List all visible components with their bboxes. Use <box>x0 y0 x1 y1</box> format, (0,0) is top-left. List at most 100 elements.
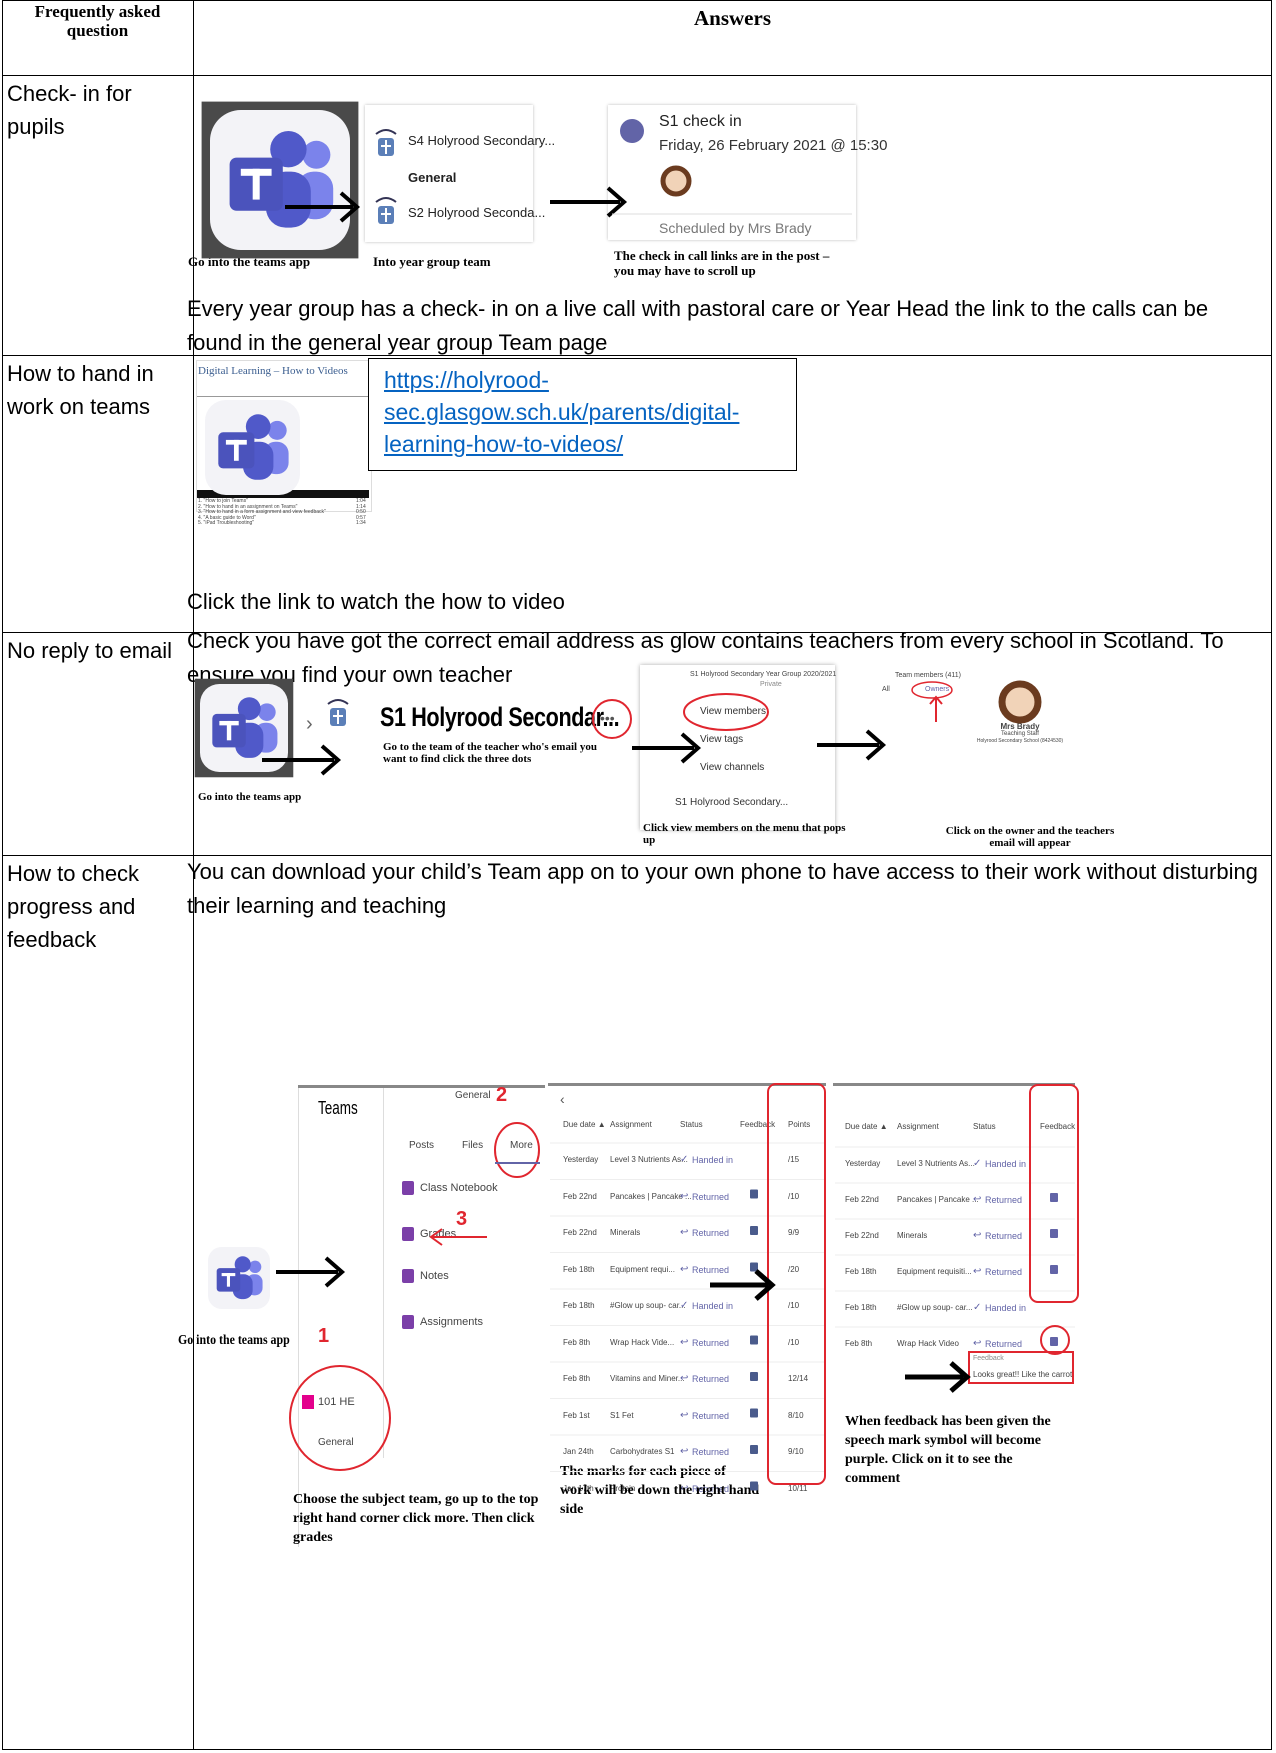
text: Check you have got the correct email add… <box>187 628 1224 687</box>
text: Notes <box>420 1270 449 1282</box>
text: Returned <box>692 1410 730 1421</box>
header-cell: Frequently asked question <box>34 2 161 40</box>
status-icon: ✓ <box>973 1158 982 1169</box>
text: Feb 18th <box>563 1264 595 1274</box>
text: Returned <box>692 1337 730 1348</box>
text: S1 check in <box>659 113 742 130</box>
text: 1. "How to join Teams" <box>198 498 248 504</box>
text: Feb 18th <box>845 1267 877 1276</box>
text: Feedback <box>740 1120 776 1129</box>
status-icon: ↩ <box>680 1482 689 1494</box>
text: Feb 22nd <box>845 1231 879 1240</box>
link-box <box>368 358 797 471</box>
status-icon: ↩ <box>973 1266 982 1277</box>
text: Returned <box>985 1195 1023 1205</box>
text: 0:50 <box>356 509 366 516</box>
text: 3. "How to hand in a form assignment and… <box>198 509 326 516</box>
text: Status <box>973 1122 996 1131</box>
screenshot <box>608 105 856 240</box>
text: 9/10 <box>788 1447 804 1456</box>
text: Go into the teams app <box>188 254 311 269</box>
text: You can download your child’s Team app o… <box>187 859 1258 918</box>
top-bar <box>298 1085 545 1088</box>
text: #Glow up soup- car... <box>610 1301 686 1310</box>
text: Handed in <box>985 1303 1027 1313</box>
text: Go into the teams app <box>178 1333 290 1348</box>
text: Feb 22nd <box>563 1191 597 1201</box>
text: 4. "A basic guide to Word" <box>198 514 256 521</box>
text: Holyrood Secondary School (8424530) <box>976 738 1064 744</box>
text: 1:04 <box>356 498 366 504</box>
text: Returned <box>692 1483 730 1494</box>
text: Scheduled by Mrs Brady <box>659 220 812 236</box>
text: 3 <box>456 1208 468 1230</box>
text: Returned <box>692 1191 730 1202</box>
column-divider <box>193 0 194 1750</box>
status-icon: ✓ <box>680 1300 689 1311</box>
text: General <box>455 1090 491 1101</box>
text: 1 <box>318 1325 330 1347</box>
row-divider <box>2 75 1272 76</box>
text: Feb 18th <box>845 1303 877 1312</box>
text: Yesterday <box>845 1159 881 1168</box>
text: Choose the subject team, go up to the to… <box>293 1492 539 1545</box>
status-icon: ↩ <box>680 1263 689 1275</box>
text: General <box>408 170 457 185</box>
text: Feedback <box>1040 1122 1076 1131</box>
text: Go into the teams app <box>198 791 302 803</box>
text: Teams <box>318 1098 358 1118</box>
text: 8/10 <box>788 1410 804 1420</box>
text: 1:14 <box>356 503 366 510</box>
text: S2 Holyrood Seconda... <box>408 205 546 220</box>
question: How to hand in work on teams <box>7 361 154 419</box>
text: Click on the owner and the teachers emai… <box>945 825 1115 849</box>
row-divider <box>2 355 1272 356</box>
text: Due date ▲ <box>845 1122 888 1131</box>
text: #Glow up soup- car... <box>897 1303 973 1312</box>
text: Minerals <box>610 1228 641 1237</box>
status-icon: ✓ <box>680 1154 689 1165</box>
text: Class Notebook <box>420 1182 498 1194</box>
text: Feedback <box>973 1355 1004 1362</box>
player-bar <box>197 490 369 498</box>
text: Returned <box>692 1374 730 1384</box>
text: View tags <box>700 734 744 745</box>
text: 12/14 <box>788 1374 809 1383</box>
text: View channels <box>700 762 765 773</box>
text: Pancakes | Pancake ... <box>610 1191 692 1201</box>
status-icon: ↩ <box>973 1194 982 1205</box>
text: Equipment requisiti... <box>897 1267 972 1276</box>
row-divider <box>2 632 1272 633</box>
text: Minerals <box>897 1231 928 1240</box>
text: /20 <box>788 1264 800 1274</box>
text: S1 Holyrood Secondary... <box>675 797 789 808</box>
question: No reply to email <box>7 638 173 663</box>
text: S1 Fet <box>610 1410 634 1420</box>
text: Feb 1st <box>563 1410 590 1420</box>
link[interactable]: https://holyrood-sec.glasgow.sch.uk/pare… <box>384 367 740 457</box>
text: Returned <box>985 1339 1023 1349</box>
text: Returned <box>692 1228 730 1238</box>
text: Returned <box>692 1447 730 1457</box>
text: Feb 22nd <box>845 1195 879 1204</box>
text: 2 <box>496 1084 508 1106</box>
status-icon: ↩ <box>973 1338 982 1349</box>
question: Check- in for pupils <box>7 81 132 139</box>
text: More <box>510 1140 533 1151</box>
text: Grades <box>420 1228 457 1240</box>
status-icon: ↩ <box>680 1336 689 1348</box>
text: /10 <box>788 1301 800 1310</box>
text: Yesterday <box>563 1155 599 1164</box>
separator <box>197 396 369 397</box>
text: 101 HE <box>318 1396 355 1408</box>
text: Wrap Hack Vide... <box>610 1337 675 1347</box>
text: Due date ▲ <box>563 1120 606 1129</box>
text: Feb 22nd <box>563 1228 597 1237</box>
text: Posts <box>409 1140 435 1151</box>
text: S1 Holyrood Secondar... <box>380 702 620 732</box>
text: 9/9 <box>788 1228 800 1237</box>
text: View members <box>700 706 766 717</box>
text: The check in call links are in the post … <box>614 248 830 278</box>
separator <box>383 1088 384 1458</box>
text: Files <box>462 1140 484 1151</box>
